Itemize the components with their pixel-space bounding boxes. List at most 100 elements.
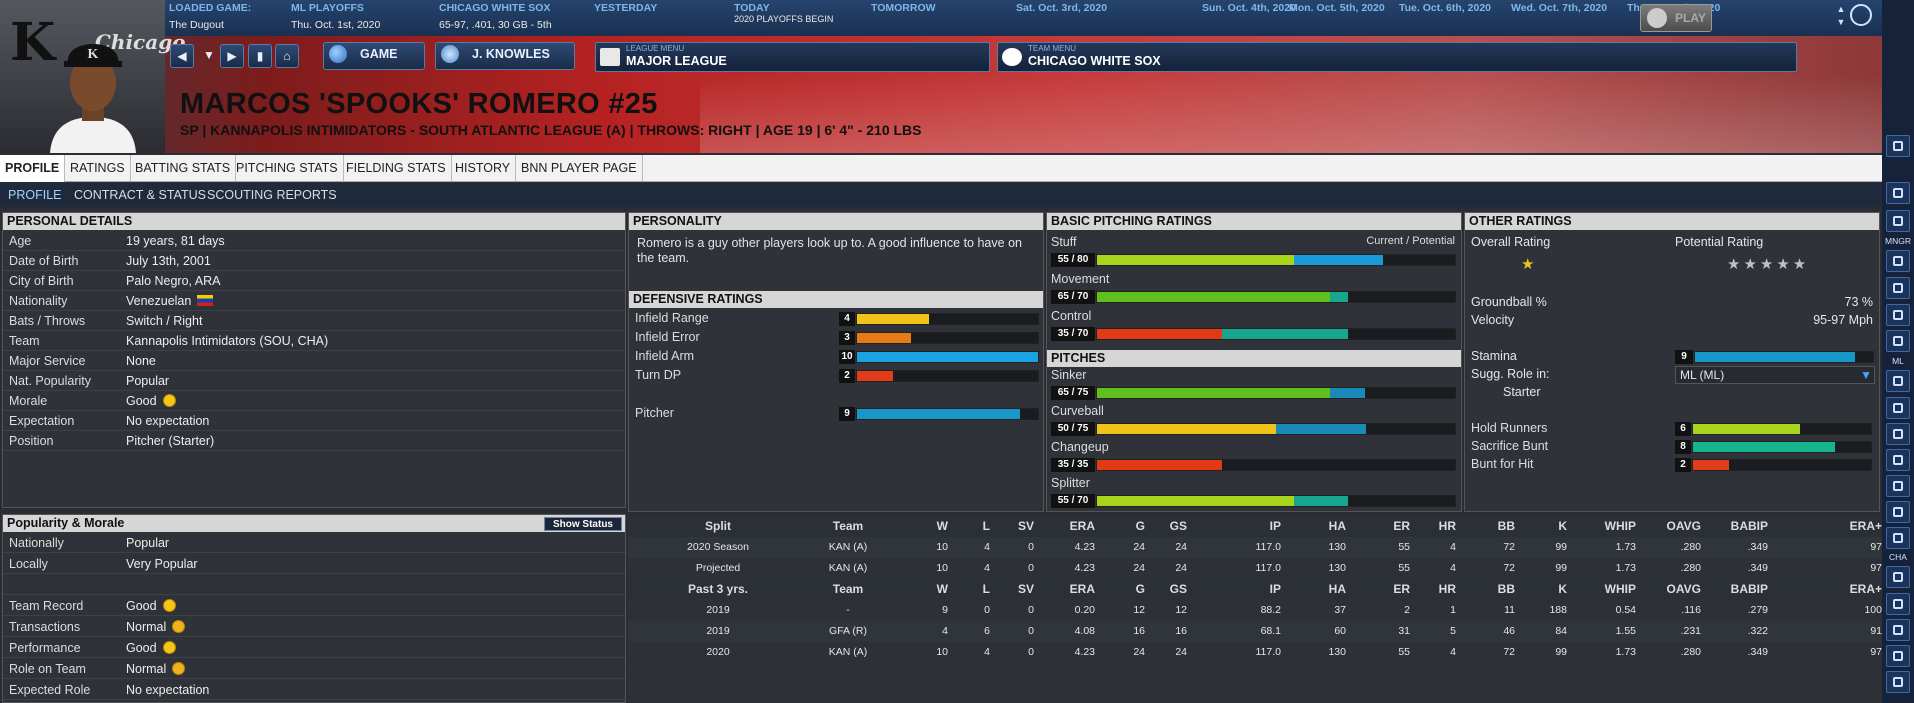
popularity-value: Good — [126, 596, 176, 616]
subtab-scouting-reports[interactable]: SCOUTING REPORTS — [207, 188, 337, 202]
stat-cell: 10 — [936, 541, 948, 553]
stats-table: Split Team W L SV ERA G GS IP HA ER HR BB K WHIP OAVG BA… — [628, 516, 1882, 703]
rating-bar-fill — [1693, 460, 1729, 470]
team-record-cell[interactable]: CHICAGO WHITE SOX 65-97, .401, 30 GB - 5… — [439, 2, 552, 31]
stat-cell: 2019 — [706, 625, 730, 637]
stat-cell: .279 — [1747, 604, 1768, 616]
stat-cell: ERA — [1069, 582, 1095, 596]
current-fill — [1097, 292, 1330, 302]
manager-menu-button[interactable]: J. KNOWLES — [435, 42, 575, 70]
popularity-label: Team Record — [9, 599, 84, 613]
game-menu-button[interactable]: GAME — [323, 42, 425, 70]
calendar-icon[interactable] — [1886, 423, 1910, 445]
today-cell[interactable]: TODAY 2020 PLAYOFFS BEGIN — [734, 2, 834, 24]
home-icon[interactable] — [1886, 250, 1910, 272]
rating-bar — [1692, 459, 1872, 471]
stat-cell: 0 — [1028, 604, 1034, 616]
home-icon[interactable] — [1886, 566, 1910, 588]
tools-icon[interactable] — [1886, 330, 1910, 352]
transfer-icon[interactable] — [1886, 645, 1910, 667]
stat-cell: ER — [1393, 582, 1410, 596]
personal-details-panel: PERSONAL DETAILS Age 19 years, 81 days Dat… — [2, 212, 626, 508]
search-icon[interactable] — [1850, 4, 1872, 26]
stat-cell: G — [1135, 519, 1145, 533]
stat-cell: BB — [1497, 519, 1515, 533]
bookmark-icon[interactable]: ▮ — [248, 44, 272, 68]
forward-button[interactable]: ▶ — [220, 44, 244, 68]
tomorrow-cell[interactable]: TOMORROW — [871, 2, 936, 14]
date-cell[interactable]: Sun. Oct. 4th, 2020 — [1202, 2, 1296, 14]
stat-cell: 4 — [1450, 562, 1456, 574]
pitch-value: 35 / 70 — [1051, 327, 1095, 341]
subtab-contract-status[interactable]: CONTRACT & STATUS — [74, 188, 206, 202]
transfer-icon[interactable] — [1886, 501, 1910, 523]
tab-fielding-stats[interactable]: FIELDING STATS — [341, 155, 452, 182]
home-icon[interactable] — [1886, 370, 1910, 392]
stat-cell: 4.23 — [1074, 541, 1095, 553]
date-cell[interactable]: Mon. Oct. 5th, 2020 — [1289, 2, 1385, 14]
globe-icon[interactable] — [1886, 182, 1910, 204]
play-button[interactable]: PLAY — [1640, 4, 1712, 32]
date-cell[interactable]: Tue. Oct. 6th, 2020 — [1399, 2, 1492, 14]
suggested-role-value: Starter — [1503, 385, 1541, 399]
stat-cell: 4.08 — [1074, 625, 1095, 637]
mail-icon[interactable] — [1886, 277, 1910, 299]
rating-row: Infield Arm 10 — [629, 349, 1043, 367]
yesterday-cell[interactable]: YESTERDAY — [594, 2, 658, 14]
action-checkmark-icon[interactable] — [1886, 135, 1910, 157]
date-cell[interactable]: Wed. Oct. 7th, 2020 — [1511, 2, 1608, 14]
tab-batting-stats[interactable]: BATTING STATS — [130, 155, 237, 182]
detail-value: Switch / Right — [126, 314, 203, 328]
detail-value: Good — [126, 391, 176, 411]
team-menu[interactable]: TEAM MENU CHICAGO WHITE SOX — [997, 42, 1797, 72]
roster-icon[interactable] — [1886, 619, 1910, 641]
stat-cell: 2019 — [706, 604, 730, 616]
right-toolbar: MNGR ML CHA — [1882, 0, 1914, 703]
trophy-icon[interactable] — [1886, 527, 1910, 549]
tab-history[interactable]: HISTORY — [450, 155, 517, 182]
diamond-icon[interactable] — [1886, 593, 1910, 615]
baseball-icon[interactable] — [1886, 475, 1910, 497]
stat-cell: 1.73 — [1615, 646, 1636, 658]
tab-pitching-stats[interactable]: PITCHING STATS — [231, 155, 344, 182]
stats-row: 2020 KAN (A) 10 4 0 4.23 24 24 117.0 130 55 4 72 99 1.… — [628, 642, 1882, 663]
finance-icon[interactable] — [1886, 671, 1910, 693]
stat-cell: 24 — [1133, 541, 1145, 553]
search-icon[interactable] — [1886, 304, 1910, 326]
history-dropdown-icon[interactable]: ▼ — [203, 48, 215, 62]
current-fill — [1097, 424, 1276, 434]
date-cell[interactable]: Sat. Oct. 3rd, 2020 — [1016, 2, 1108, 14]
tab-profile[interactable]: PROFILE — [0, 155, 66, 182]
stat-cell: 4.23 — [1074, 646, 1095, 658]
date-scroll-arrows[interactable]: ▲ ▼ — [1836, 4, 1846, 27]
stat-cell: KAN (A) — [828, 562, 868, 574]
show-status-button[interactable]: Show Status — [543, 517, 622, 531]
stat-cell: 68.1 — [1260, 625, 1281, 637]
stat-cell: W — [936, 582, 948, 596]
subtab-profile[interactable]: PROFILE — [8, 188, 62, 202]
popularity-label: Locally — [9, 557, 48, 571]
rating-bar — [1692, 441, 1872, 453]
tab-bnn-player-page[interactable]: BNN PLAYER PAGE — [516, 155, 643, 182]
home-icon — [441, 45, 459, 63]
stats-row: Projected KAN (A) 10 4 0 4.23 24 24 117.0 130 55 4 7… — [628, 558, 1882, 579]
stat-cell: 4.23 — [1074, 562, 1095, 574]
rating-bar-fill — [857, 409, 1020, 419]
stat-cell: 117.0 — [1255, 541, 1282, 553]
stat-cell: 130 — [1328, 541, 1346, 553]
popularity-value: Good — [126, 638, 176, 658]
back-button[interactable]: ◀ — [170, 44, 194, 68]
chart-icon[interactable] — [1886, 449, 1910, 471]
stat-cell: 0 — [1028, 541, 1034, 553]
diamond-icon[interactable] — [1886, 397, 1910, 419]
notebook-icon[interactable] — [1886, 210, 1910, 232]
main-tabs: PROFILE RATINGS BATTING STATS PITCHING S… — [0, 155, 1882, 182]
suggested-role-select[interactable]: ML (ML) ▼ — [1675, 366, 1875, 384]
tab-ratings[interactable]: RATINGS — [65, 155, 131, 182]
league-menu[interactable]: LEAGUE MENU MAJOR LEAGUE — [595, 42, 990, 72]
loaded-game-cell[interactable]: LOADED GAME: The Dugout — [169, 2, 252, 31]
pitch-bar — [1096, 459, 1456, 471]
ml-playoffs-cell[interactable]: ML PLAYOFFS Thu. Oct. 1st, 2020 — [291, 2, 381, 31]
home-icon[interactable]: ⌂ — [275, 44, 299, 68]
